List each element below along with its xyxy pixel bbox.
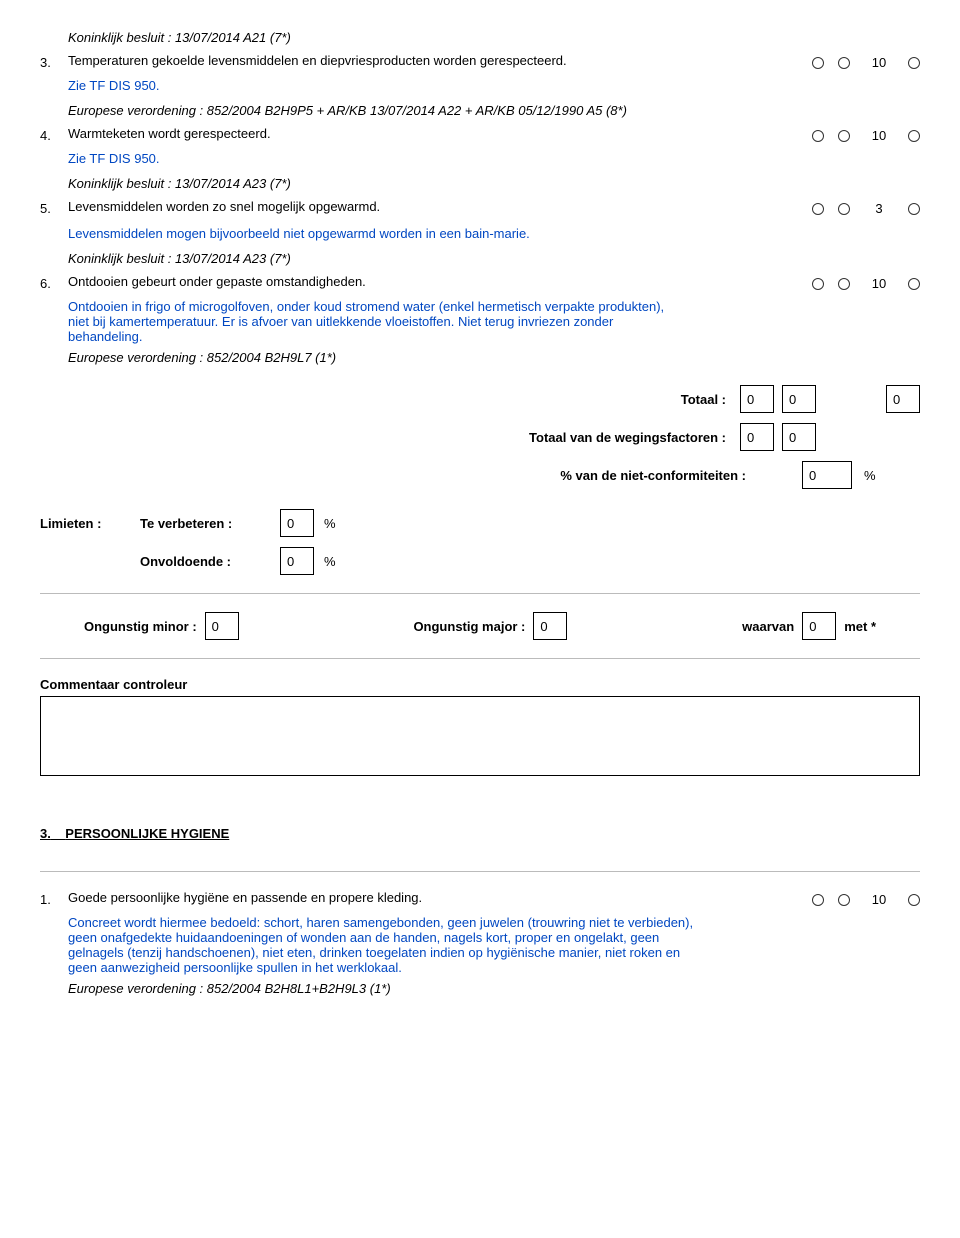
pct-sign: %	[324, 554, 336, 569]
label-total: Totaal :	[40, 392, 732, 407]
item-number: 1.	[40, 890, 68, 907]
weights-box-a: 0	[740, 423, 774, 451]
item-4: 4. Warmteketen wordt gerespecteerd. 10	[40, 126, 920, 143]
radio-option-1[interactable]	[812, 130, 824, 142]
waarvan-box: 0	[802, 612, 836, 640]
ref-bottom-s3-1: Europese verordening : 852/2004 B2H8L1+B…	[68, 981, 920, 996]
item-weight: 3	[864, 201, 894, 216]
item-number: 5.	[40, 199, 68, 216]
divider	[40, 593, 920, 594]
comment-label: Commentaar controleur	[40, 677, 920, 692]
limits-row-improve: Limieten : Te verbeteren : 0 %	[40, 509, 920, 537]
radio-option-2[interactable]	[838, 278, 850, 290]
label-weights: Totaal van de wegingsfactoren :	[40, 430, 732, 445]
divider	[40, 871, 920, 872]
pct-sign: %	[324, 516, 336, 531]
radio-option-2[interactable]	[838, 894, 850, 906]
total-box-a: 0	[740, 385, 774, 413]
minor-major-row: Ongunstig minor : 0 Ongunstig major : 0 …	[84, 612, 876, 640]
total-box-b: 0	[782, 385, 816, 413]
item-6: 6. Ontdooien gebeurt onder gepaste omsta…	[40, 274, 920, 291]
item-note: Ontdooien in frigo of microgolfoven, ond…	[68, 299, 688, 344]
insuff-box: 0	[280, 547, 314, 575]
item-number: 4.	[40, 126, 68, 143]
section-title-text: PERSOONLIJKE HYGIENE	[65, 826, 229, 841]
section-num: 3.	[40, 826, 51, 841]
item-3: 3. Temperaturen gekoelde levensmiddelen …	[40, 53, 920, 70]
item-title: Goede persoonlijke hygiëne en passende e…	[68, 890, 802, 905]
item-number: 3.	[40, 53, 68, 70]
totals-row-total: Totaal : 0 0 0	[40, 385, 920, 413]
label-pct: % van de niet-conformiteiten :	[40, 468, 752, 483]
label-minor: Ongunstig minor :	[84, 619, 197, 634]
totals-row-pct: % van de niet-conformiteiten : 0 %	[40, 461, 920, 489]
comment-box[interactable]	[40, 696, 920, 776]
item-title: Ontdooien gebeurt onder gepaste omstandi…	[68, 274, 802, 289]
ref-bottom-3: Europese verordening : 852/2004 B2H9P5 +…	[68, 103, 688, 118]
total-box-c: 0	[886, 385, 920, 413]
radio-option-1[interactable]	[812, 278, 824, 290]
radio-option-2[interactable]	[838, 57, 850, 69]
item-weight: 10	[864, 276, 894, 291]
item-title: Levensmiddelen worden zo snel mogelijk o…	[68, 199, 802, 214]
radio-option-3[interactable]	[908, 57, 920, 69]
ref-bottom-4: Koninklijk besluit : 13/07/2014 A23 (7*)	[68, 176, 920, 191]
totals-row-weights: Totaal van de wegingsfactoren : 0 0	[40, 423, 920, 451]
item-title: Temperaturen gekoelde levensmiddelen en …	[68, 53, 802, 68]
item-5: 5. Levensmiddelen worden zo snel mogelij…	[40, 199, 920, 216]
improve-box: 0	[280, 509, 314, 537]
item-s3-1: 1. Goede persoonlijke hygiëne en passend…	[40, 890, 920, 907]
label-onvoldoende: Onvoldoende :	[140, 554, 270, 569]
label-waarvan: waarvan	[742, 619, 794, 634]
radio-option-1[interactable]	[812, 894, 824, 906]
radio-option-2[interactable]	[838, 203, 850, 215]
item-title: Warmteketen wordt gerespecteerd.	[68, 126, 802, 141]
link-tf-dis: Zie TF DIS 950.	[68, 151, 920, 166]
section-3-heading: 3. PERSOONLIJKE HYGIENE	[40, 826, 920, 841]
limits-row-insuff: Onvoldoende : 0 %	[40, 547, 920, 575]
label-limieten: Limieten :	[40, 516, 130, 531]
label-major: Ongunstig major :	[413, 619, 525, 634]
minor-box: 0	[205, 612, 239, 640]
radio-option-3[interactable]	[908, 203, 920, 215]
radio-option-3[interactable]	[908, 278, 920, 290]
label-teverbeteren: Te verbeteren :	[140, 516, 270, 531]
link-tf-dis: Zie TF DIS 950.	[68, 78, 920, 93]
ref-top-3: Koninklijk besluit : 13/07/2014 A21 (7*)	[68, 30, 920, 45]
radio-option-1[interactable]	[812, 203, 824, 215]
divider	[40, 658, 920, 659]
ref-bottom-6: Europese verordening : 852/2004 B2H9L7 (…	[68, 350, 920, 365]
item-weight: 10	[864, 128, 894, 143]
totals-block: Totaal : 0 0 0 Totaal van de wegingsfact…	[40, 385, 920, 489]
radio-option-3[interactable]	[908, 894, 920, 906]
radio-option-1[interactable]	[812, 57, 824, 69]
pct-box: 0	[802, 461, 852, 489]
radio-option-2[interactable]	[838, 130, 850, 142]
item-note: Concreet wordt hiermee bedoeld: schort, …	[68, 915, 708, 975]
item-note: Levensmiddelen mogen bijvoorbeeld niet o…	[68, 226, 688, 241]
item-number: 6.	[40, 274, 68, 291]
item-weight: 10	[864, 892, 894, 907]
weights-box-b: 0	[782, 423, 816, 451]
label-met: met *	[844, 619, 876, 634]
item-weight: 10	[864, 55, 894, 70]
pct-sign: %	[860, 468, 878, 483]
major-box: 0	[533, 612, 567, 640]
radio-option-3[interactable]	[908, 130, 920, 142]
ref-bottom-5: Koninklijk besluit : 13/07/2014 A23 (7*)	[68, 251, 920, 266]
